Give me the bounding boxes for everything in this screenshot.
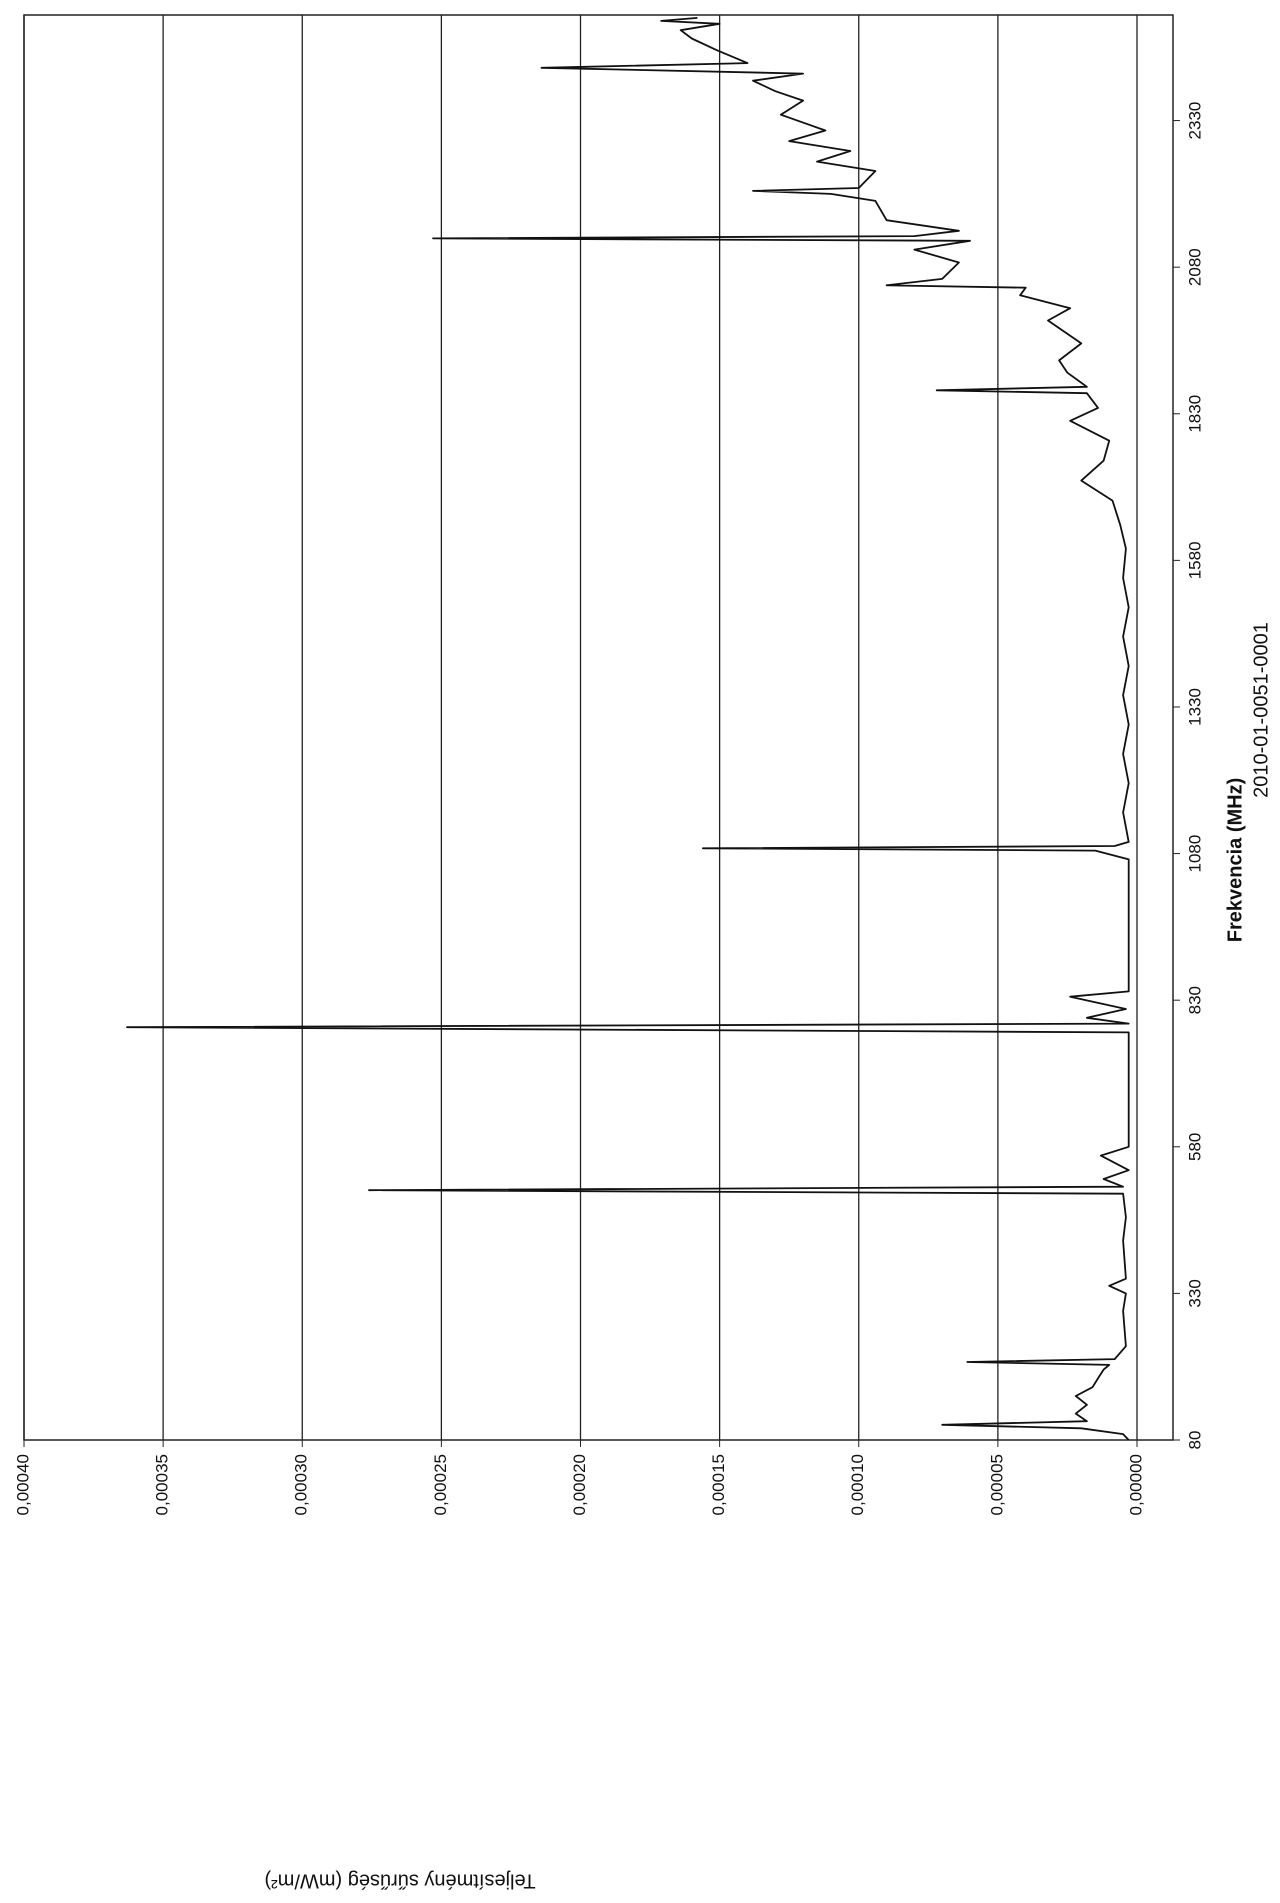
x-tick-label: 80 xyxy=(1185,1431,1204,1450)
x-tick-label: 830 xyxy=(1185,986,1204,1014)
y-tick-label: 0,00035 xyxy=(153,1454,172,1515)
y-tick-label: 0,00025 xyxy=(431,1454,450,1515)
x-tick-label: 330 xyxy=(1185,1279,1204,1307)
data-line xyxy=(126,17,1130,1441)
plot-frame xyxy=(23,14,1174,1441)
x-tick-label: 580 xyxy=(1185,1133,1204,1161)
x-axis-title: Frekvencia (MHz) xyxy=(1224,778,1246,943)
y-tick-label: 0,00005 xyxy=(987,1454,1006,1515)
x-tick-label: 2080 xyxy=(1185,248,1204,286)
y-tick-label: 0,00000 xyxy=(1126,1454,1145,1515)
y-tick-label: 0,00020 xyxy=(570,1454,589,1515)
y-tick-label: 0,00010 xyxy=(848,1454,867,1515)
y-tick-label: 0,00030 xyxy=(292,1454,311,1515)
x-tick-label: 1580 xyxy=(1185,541,1204,579)
y-tick-label: 0,00040 xyxy=(13,1454,32,1515)
chart-title: 2010-01-0051-0001 xyxy=(1250,622,1272,798)
x-tick-label: 1080 xyxy=(1185,835,1204,873)
x-tick-label: 1330 xyxy=(1185,688,1204,726)
x-tick-label: 1830 xyxy=(1185,395,1204,433)
x-tick-label: 2330 xyxy=(1185,102,1204,140)
y-axis-title: Teljesítmény sűrűség (mW/m²) xyxy=(264,1870,535,1892)
y-tick-label: 0,00015 xyxy=(709,1454,728,1515)
